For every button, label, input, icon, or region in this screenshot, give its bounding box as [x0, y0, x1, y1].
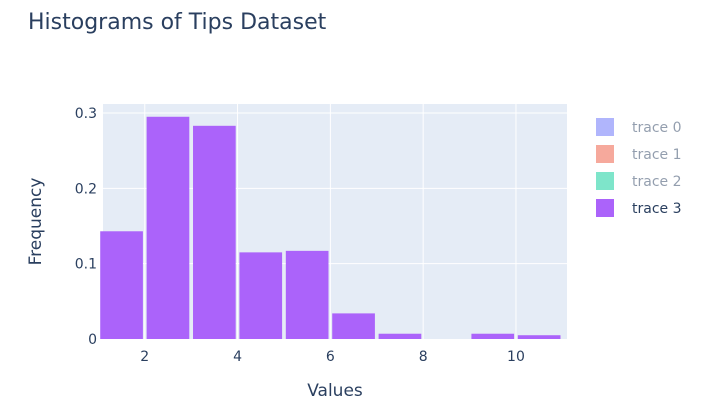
legend-swatch	[596, 199, 614, 217]
legend[interactable]: trace 0 trace 1 trace 2 trace 3	[596, 118, 682, 217]
y-tick-label: 0	[88, 332, 97, 348]
histogram-bar[interactable]	[193, 125, 236, 339]
legend-label: trace 1	[632, 147, 682, 163]
legend-item[interactable]: trace 2	[596, 172, 682, 190]
legend-swatch	[596, 145, 614, 163]
x-tick-label: 2	[140, 349, 149, 365]
histogram-bar[interactable]	[517, 335, 561, 339]
legend-label: trace 3	[632, 201, 682, 217]
histogram-bar[interactable]	[239, 252, 283, 339]
legend-item[interactable]: trace 3	[596, 199, 682, 217]
y-tick-label: 0.1	[75, 257, 97, 273]
legend-swatch	[596, 172, 614, 190]
histogram-bar[interactable]	[332, 313, 375, 339]
x-axis-ticks: 2 4 6 8 10	[140, 349, 525, 365]
x-tick-label: 6	[326, 349, 335, 365]
legend-swatch	[596, 118, 614, 136]
y-tick-label: 0.2	[75, 181, 97, 197]
histogram-bar[interactable]	[471, 333, 515, 339]
bars	[100, 116, 561, 340]
y-tick-label: 0.3	[75, 106, 97, 122]
y-axis-title: Frequency	[26, 178, 46, 266]
x-tick-label: 10	[507, 349, 525, 365]
x-tick-label: 8	[419, 349, 428, 365]
histogram-bar[interactable]	[100, 231, 143, 339]
legend-label: trace 0	[632, 120, 682, 136]
histogram-bar[interactable]	[146, 116, 190, 340]
y-axis-ticks: 0 0.1 0.2 0.3	[75, 106, 97, 348]
histogram-bar[interactable]	[378, 333, 422, 339]
x-tick-label: 4	[233, 349, 242, 365]
chart-title: Histograms of Tips Dataset	[28, 10, 327, 35]
histogram-bar[interactable]	[285, 250, 329, 339]
legend-label: trace 2	[632, 174, 682, 190]
legend-item[interactable]: trace 0	[596, 118, 682, 136]
legend-item[interactable]: trace 1	[596, 145, 682, 163]
x-axis-title: Values	[307, 381, 363, 401]
